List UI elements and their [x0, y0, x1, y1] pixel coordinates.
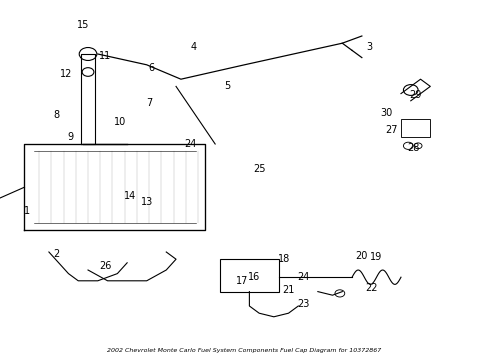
Text: 8: 8	[53, 110, 59, 120]
Text: 15: 15	[77, 20, 89, 30]
Bar	[220, 259, 278, 292]
Text: 11: 11	[99, 51, 111, 61]
Text: 20: 20	[355, 251, 367, 261]
Text: 24: 24	[296, 272, 309, 282]
Text: 9: 9	[68, 132, 74, 142]
Text: 21: 21	[282, 285, 294, 295]
Text: 28: 28	[406, 143, 419, 153]
Text: 30: 30	[379, 108, 392, 118]
Text: 23: 23	[296, 299, 309, 309]
Text: 22: 22	[365, 283, 377, 293]
Text: 17: 17	[235, 276, 248, 286]
Text: 26: 26	[99, 261, 111, 271]
Text: 27: 27	[384, 125, 397, 135]
Text: 10: 10	[113, 117, 126, 127]
Text: 5: 5	[224, 81, 230, 91]
Text: 7: 7	[146, 98, 152, 108]
Text: 2: 2	[53, 249, 59, 259]
Text: 29: 29	[408, 90, 421, 100]
Text: 19: 19	[369, 252, 382, 262]
Text: 2002 Chevrolet Monte Carlo Fuel System Components Fuel Cap Diagram for 10372867: 2002 Chevrolet Monte Carlo Fuel System C…	[107, 348, 381, 353]
Text: 14: 14	[123, 191, 136, 201]
Text: 4: 4	[190, 42, 196, 52]
Text: 24: 24	[184, 139, 197, 149]
Text: 3: 3	[366, 42, 371, 52]
Text: 6: 6	[148, 63, 154, 73]
Text: 18: 18	[277, 254, 289, 264]
Bar	[400, 119, 429, 137]
Text: 1: 1	[24, 206, 30, 216]
Text: 12: 12	[60, 69, 72, 79]
Text: 16: 16	[247, 272, 260, 282]
Text: 13: 13	[140, 197, 153, 207]
Text: 25: 25	[252, 164, 265, 174]
